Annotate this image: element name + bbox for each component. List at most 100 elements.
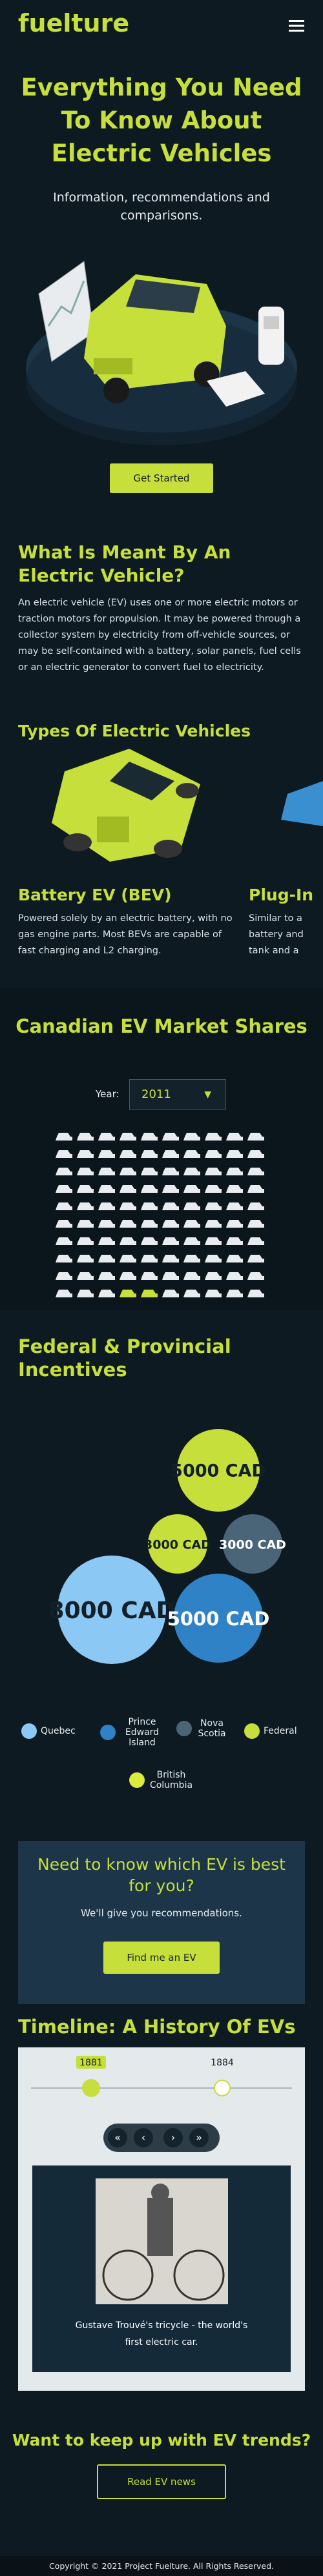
- car-icon: [205, 1220, 222, 1228]
- bubble-label: 8000 CAD: [48, 1597, 176, 1624]
- card-text: Similar to a battery and tank and a: [249, 911, 304, 959]
- car-icon: [120, 1255, 136, 1263]
- bubble-label: 5000 CAD: [171, 1461, 266, 1481]
- about-text: An electric vehicle (EV) uses one or mor…: [18, 598, 301, 673]
- car-icon: [205, 1202, 222, 1210]
- bubble-chart: 5000 CAD 3000 CAD 3000 CAD 8000 CAD 5000…: [48, 1429, 286, 1664]
- legend-label: Prince Edward Island: [125, 1717, 160, 1748]
- car-icon: [183, 1272, 200, 1280]
- tricycle-photo: [96, 2178, 228, 2304]
- car-icon: [98, 1272, 115, 1280]
- car-icon: [247, 1220, 264, 1228]
- car-icon: [98, 1255, 115, 1263]
- car-icon: [226, 1290, 243, 1297]
- car-icon: [56, 1133, 72, 1141]
- car-icon: [162, 1202, 179, 1210]
- car-icon: [205, 1185, 222, 1193]
- text-line: tank and a: [249, 946, 299, 956]
- cta-text: We'll give you recommendations.: [81, 1907, 242, 1919]
- car-icon: [162, 1290, 179, 1297]
- car-icon: [77, 1133, 94, 1141]
- car-icon: [226, 1220, 243, 1228]
- market-title: Canadian EV Market Shares: [16, 1015, 307, 1037]
- car-icon: [56, 1255, 72, 1263]
- bubble: [57, 1556, 166, 1664]
- bubble-label: 3000 CAD: [144, 1538, 211, 1552]
- footer: [0, 2556, 323, 2576]
- car-icon: [226, 1150, 243, 1158]
- car-icon: [56, 1185, 72, 1193]
- car-icon: [183, 1290, 200, 1297]
- car-icon: [226, 1255, 243, 1263]
- car-icon: [141, 1290, 158, 1297]
- news-button[interactable]: Read EV news: [97, 2464, 226, 2499]
- last-button[interactable]: »: [189, 2128, 209, 2147]
- year-dropdown[interactable]: 2011 ▼: [129, 1079, 226, 1110]
- car-icon: [77, 1185, 94, 1193]
- car-icon: [141, 1133, 158, 1141]
- car-icon: [162, 1272, 179, 1280]
- bubble: [148, 1514, 207, 1574]
- types-title: Types Of Electric Vehicles: [18, 722, 251, 740]
- bubble: [174, 1574, 263, 1663]
- car-icon: [120, 1133, 136, 1141]
- car-icon: [77, 1272, 94, 1280]
- car-icon: [226, 1272, 243, 1280]
- next-button[interactable]: ›: [163, 2128, 183, 2147]
- car-icon: [162, 1185, 179, 1193]
- car-icon: [247, 1237, 264, 1245]
- first-button[interactable]: «: [108, 2128, 127, 2147]
- car-icon: [162, 1150, 179, 1158]
- market-section: [0, 988, 323, 1310]
- menu-icon[interactable]: [289, 19, 304, 32]
- car-icon: [77, 1237, 94, 1245]
- year-label: Year:: [96, 1088, 120, 1100]
- bubble: [177, 1429, 260, 1512]
- car-icon: [183, 1220, 200, 1228]
- bubble-label: 5000 CAD: [167, 1608, 270, 1630]
- car-icon: [247, 1168, 264, 1175]
- timeline-year[interactable]: 1884: [211, 2058, 234, 2068]
- car-icon: [120, 1150, 136, 1158]
- car-icon: [183, 1255, 200, 1263]
- car-icon: [98, 1237, 115, 1245]
- timeline-title: Timeline: A History Of EVs: [18, 2016, 296, 2038]
- car-icon: [98, 1220, 115, 1228]
- car-icon: [183, 1168, 200, 1175]
- car-icon: [141, 1185, 158, 1193]
- legend-label: British Columbia: [149, 1770, 193, 1790]
- car-icon: [183, 1185, 200, 1193]
- about-title: What Is Meant By An Electric Vehicle?: [18, 542, 231, 586]
- car-icon: [141, 1150, 158, 1158]
- year-value: 2011: [141, 1088, 171, 1101]
- text-line: Similar to a: [249, 913, 302, 924]
- car-icon: [247, 1202, 264, 1210]
- car-icon: [141, 1255, 158, 1263]
- car-icon: [226, 1202, 243, 1210]
- bubble-label: 3000 CAD: [219, 1538, 286, 1552]
- car-icon: [162, 1220, 179, 1228]
- logo[interactable]: fuelture: [18, 9, 130, 37]
- car-icon: [120, 1168, 136, 1175]
- car-icon: [205, 1133, 222, 1141]
- car-icon: [183, 1237, 200, 1245]
- card-title: Battery EV (BEV): [18, 886, 172, 904]
- car-icon: [205, 1290, 222, 1297]
- car-icon: [120, 1185, 136, 1193]
- cta-box: [18, 1841, 305, 2004]
- legend-label: Nova Scotia: [198, 1718, 226, 1739]
- legend: Quebec Prince Edward Island Nova Scotia …: [0, 1717, 323, 1801]
- car-icon: [98, 1202, 115, 1210]
- prev-button[interactable]: ‹: [134, 2128, 153, 2147]
- car-icon: [247, 1133, 264, 1141]
- find-ev-button[interactable]: Find me an EV: [103, 1942, 220, 1974]
- car-icon: [141, 1202, 158, 1210]
- car-icon: [247, 1290, 264, 1297]
- car-icon: [247, 1255, 264, 1263]
- car-icon: [98, 1133, 115, 1141]
- car-icon: [205, 1272, 222, 1280]
- get-started-button[interactable]: Get Started: [110, 463, 213, 493]
- car-icon: [56, 1150, 72, 1158]
- timeline-year[interactable]: 1881: [79, 2058, 103, 2068]
- car-icon: [77, 1150, 94, 1158]
